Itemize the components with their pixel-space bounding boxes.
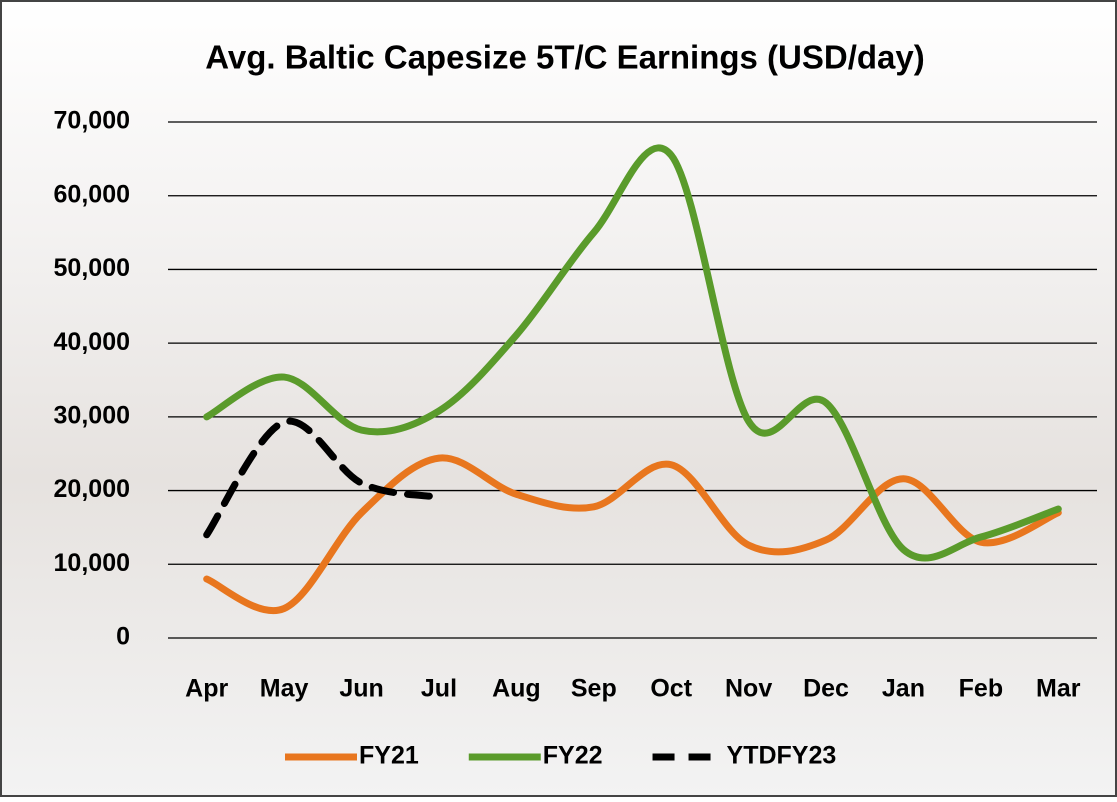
chart-title: Avg. Baltic Capesize 5T/C Earnings (USD/… xyxy=(205,39,924,76)
x-tick-label: Aug xyxy=(492,675,541,703)
legend-label: YTDFY23 xyxy=(727,742,837,770)
x-tick-label: Jun xyxy=(339,675,383,703)
y-tick-label: 50,000 xyxy=(54,254,130,282)
y-tick-label: 70,000 xyxy=(54,107,130,135)
x-tick-label: Jul xyxy=(421,675,457,703)
x-tick-label: Dec xyxy=(803,675,849,703)
y-tick-label: 20,000 xyxy=(54,475,130,503)
x-tick-label: Nov xyxy=(725,675,772,703)
y-tick-label: 0 xyxy=(116,623,130,651)
x-tick-label: Jan xyxy=(882,675,925,703)
x-tick-label: Apr xyxy=(185,675,228,703)
y-tick-label: 60,000 xyxy=(54,180,130,208)
x-tick-label: Sep xyxy=(571,675,617,703)
x-tick-label: Mar xyxy=(1036,675,1081,703)
chart-frame xyxy=(1,1,1116,796)
legend-label: FY22 xyxy=(543,742,603,770)
x-tick-label: May xyxy=(260,675,309,703)
y-tick-label: 30,000 xyxy=(54,401,130,429)
legend-label: FY21 xyxy=(359,742,419,770)
x-tick-label: Feb xyxy=(959,675,1003,703)
y-tick-label: 10,000 xyxy=(54,549,130,577)
x-tick-label: Oct xyxy=(650,675,692,703)
y-tick-label: 40,000 xyxy=(54,328,130,356)
chart: Avg. Baltic Capesize 5T/C Earnings (USD/… xyxy=(0,0,1117,797)
